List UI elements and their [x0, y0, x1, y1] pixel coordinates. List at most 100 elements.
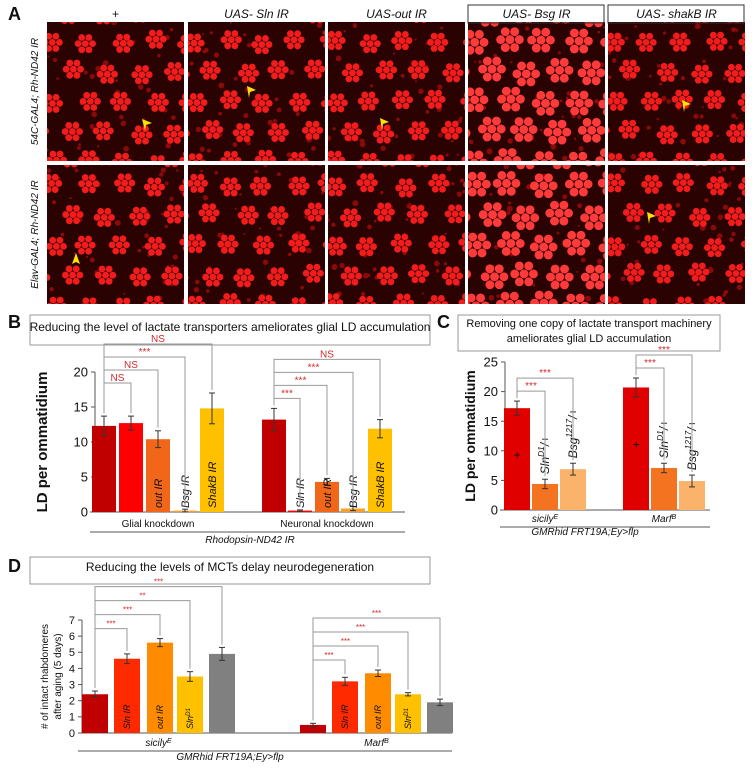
rhabdomere [657, 68, 664, 76]
speckle [137, 84, 144, 90]
rhabdomere [505, 299, 515, 304]
rhabdomere [278, 135, 286, 143]
rhabdomere [639, 45, 646, 52]
rhabdomere [288, 182, 296, 190]
rhabdomere [671, 95, 679, 103]
rhabdomere [529, 181, 539, 191]
rhabdomere [65, 121, 73, 129]
speckle [562, 155, 568, 161]
rhabdomere [717, 188, 725, 196]
rhabdomere [510, 27, 520, 37]
rhabdomere [322, 159, 325, 161]
rhabdomere [253, 176, 261, 184]
rhabdomere [732, 270, 740, 277]
rhabdomere [163, 68, 171, 75]
rhabdomere [97, 220, 105, 227]
rhabdomere [468, 96, 470, 104]
rhabdomere [431, 247, 439, 255]
rhabdomere [687, 179, 694, 187]
speckle [656, 64, 661, 68]
rhabdomere [479, 37, 489, 47]
speckle [380, 190, 384, 195]
rhabdomere [511, 86, 521, 96]
speckle [279, 233, 283, 237]
group-label: MarfB [652, 514, 677, 526]
speckle [194, 279, 200, 285]
rhabdomere [506, 94, 516, 104]
rhabdomere [367, 185, 375, 193]
rhabdomere [47, 242, 53, 250]
rhabdomere [568, 151, 578, 161]
rhabdomere [627, 262, 634, 270]
rhabdomere [56, 249, 64, 256]
speckle [493, 53, 498, 58]
rhabdomere [154, 189, 162, 197]
speckle [95, 65, 101, 72]
rhabdomere [402, 184, 410, 192]
speckle [456, 191, 463, 197]
bar-label: ShakB IR [375, 461, 387, 508]
bar [200, 408, 224, 512]
rhabdomere [633, 65, 641, 73]
rhabdomere [402, 160, 407, 161]
rhabdomere [402, 90, 410, 98]
rhabdomere [54, 302, 60, 304]
rhabdomere [165, 13, 172, 20]
y-axis-label: after aging (5 days) [53, 633, 64, 719]
rhabdomere [236, 135, 244, 143]
speckle [702, 59, 706, 64]
significance-label: ** [139, 592, 145, 601]
rhabdomere [212, 209, 220, 217]
rhabdomere [330, 93, 338, 101]
rhabdomere [56, 296, 64, 304]
rhabdomere [81, 241, 89, 249]
rhabdomere [477, 171, 487, 181]
rhabdomere [53, 156, 60, 161]
rhabdomere [401, 30, 409, 38]
rhabdomere [474, 87, 484, 97]
rhabdomere [355, 301, 363, 304]
bar [427, 702, 453, 733]
rhabdomere [306, 263, 314, 271]
rhabdomere [262, 105, 270, 113]
rhabdomere [570, 90, 580, 100]
rhabdomere [388, 208, 395, 216]
rhabdomere [134, 125, 142, 133]
rhabdomere [549, 159, 558, 161]
error-bar [375, 669, 381, 677]
rhabdomere [270, 206, 278, 213]
rhabdomere [550, 73, 560, 83]
rhabdomere [713, 182, 721, 190]
rhabdomere [292, 104, 300, 112]
speckle [360, 291, 366, 297]
significance-label: *** [644, 358, 656, 369]
rhabdomere [143, 10, 150, 17]
rhabdomere [143, 301, 150, 304]
rhabdomere [492, 202, 502, 212]
speckle [331, 263, 338, 270]
rhabdomere [422, 66, 429, 74]
rhabdomere [31, 17, 38, 24]
rhabdomere [633, 202, 641, 210]
rhabdomere [177, 130, 184, 138]
rhabdomere [661, 209, 669, 217]
rhabdomere [579, 28, 589, 38]
speckle [195, 126, 201, 133]
error-bar [405, 692, 411, 697]
rhabdomere [260, 188, 268, 196]
rhabdomere [142, 65, 149, 73]
rhabdomere [544, 189, 553, 199]
rhabdomere [321, 185, 325, 193]
rhabdomere [172, 266, 179, 274]
rhabdomere [405, 37, 413, 44]
rhabdomere [383, 136, 391, 144]
rhabdomere [223, 177, 231, 185]
speckle [486, 148, 493, 155]
rhabdomere [80, 303, 85, 304]
speckle [468, 231, 470, 235]
rhabdomere [439, 247, 446, 255]
rhabdomere [321, 173, 325, 181]
rhabdomere [622, 131, 629, 139]
rhabdomere [398, 96, 406, 104]
speckle [115, 79, 119, 82]
